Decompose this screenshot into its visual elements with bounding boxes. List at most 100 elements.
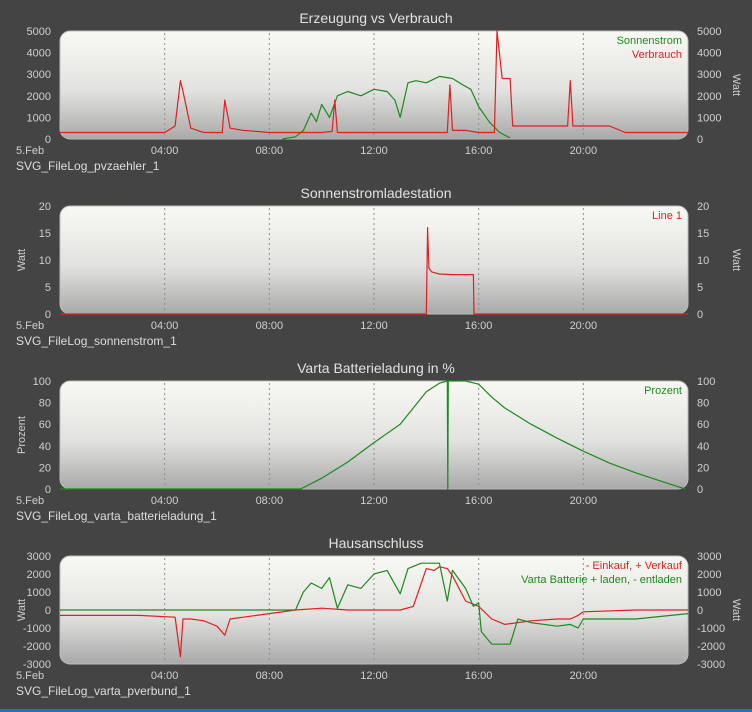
- y-tick-label-right: -1000: [697, 623, 725, 635]
- y-tick-label-left: -1000: [23, 623, 51, 635]
- y-tick-label-right: 2000: [697, 91, 721, 103]
- y-tick-label-left: 0: [45, 605, 51, 617]
- x-tick-label: 20:00: [570, 320, 598, 332]
- x-tick-label: 16:00: [465, 495, 493, 507]
- x-tick-label: 12:00: [360, 145, 388, 157]
- y-tick-label-right: 60: [697, 419, 709, 431]
- x-tick-label: 08:00: [256, 320, 284, 332]
- y-tick-label-right: 0: [697, 605, 703, 617]
- y-tick-label-right: 80: [697, 398, 709, 410]
- y-tick-label-right: 100: [697, 376, 715, 388]
- y-tick-label-left: 2000: [27, 569, 51, 581]
- x-tick-label: 08:00: [256, 145, 284, 157]
- y-tick-label-left: -3000: [23, 659, 51, 671]
- y-axis-label-right: Watt: [730, 249, 742, 271]
- y-tick-label-left: 0: [45, 134, 51, 146]
- chart-caption[interactable]: SVG_FileLog_sonnenstrom_1: [16, 334, 177, 348]
- date-label: 5.Feb: [16, 670, 44, 682]
- y-tick-label-right: 15: [697, 228, 709, 240]
- chart-panel-hausanschluss: Hausanschluss 04:00 08:00 12:00 16:00 20:00 5…: [0, 535, 752, 707]
- y-tick-label-right: 10: [697, 255, 709, 267]
- series-line: [60, 380, 686, 490]
- y-tick-label-right: 1000: [697, 112, 721, 124]
- y-tick-label-left: 0: [45, 484, 51, 496]
- y-tick-label-right: 5000: [697, 26, 721, 38]
- x-tick-label: 08:00: [256, 495, 284, 507]
- series-line: [282, 75, 511, 140]
- chart-panel-sonnenstromladestation: Sonnenstromladestation 04:00 08:00 12:00 16…: [0, 185, 752, 357]
- x-tick-label: 12:00: [360, 320, 388, 332]
- y-tick-label-right: 3000: [697, 551, 721, 563]
- x-tick-label: 20:00: [570, 145, 598, 157]
- chart-caption[interactable]: SVG_FileLog_varta_pverbund_1: [16, 684, 191, 698]
- legend-entry: Sonnenstrom: [617, 35, 682, 47]
- x-tick-label: 16:00: [465, 670, 493, 682]
- y-tick-label-left: 100: [33, 376, 51, 388]
- series-line: [60, 562, 689, 645]
- y-tick-label-right: 0: [697, 134, 703, 146]
- chart-caption[interactable]: SVG_FileLog_pvzaehler_1: [16, 159, 160, 173]
- y-tick-label-right: 5: [697, 282, 703, 294]
- y-tick-label-left: 80: [39, 398, 51, 410]
- x-tick-label: 04:00: [151, 145, 179, 157]
- y-tick-label-left: 10: [39, 255, 51, 267]
- series-line: [60, 226, 688, 315]
- legend-entry: - Einkauf, + Verkauf: [586, 560, 683, 572]
- date-label: 5.Feb: [16, 145, 44, 157]
- chart-title: Varta Batterieladung in %: [297, 360, 455, 376]
- y-tick-label-right: 4000: [697, 48, 721, 60]
- y-tick-label-left: -2000: [23, 641, 51, 653]
- y-tick-label-left: 2000: [27, 91, 51, 103]
- legend-entry: Prozent: [644, 385, 682, 397]
- bottom-accent-bar: [0, 709, 752, 712]
- chart-panel-batterieladung: Varta Batterieladung in % 04:00 08:00 12:0…: [0, 360, 752, 532]
- chart-caption[interactable]: SVG_FileLog_varta_batterieladung_1: [16, 509, 217, 523]
- chart-title: Hausanschluss: [328, 535, 424, 551]
- x-tick-label: 12:00: [360, 495, 388, 507]
- y-tick-label-right: 20: [697, 201, 709, 213]
- y-tick-label-left: 1000: [27, 587, 51, 599]
- y-tick-label-right: 3000: [697, 69, 721, 81]
- y-tick-label-left: 3000: [27, 551, 51, 563]
- chart-title: Erzeugung vs Verbrauch: [299, 10, 453, 26]
- y-axis-label-right: Watt: [730, 74, 742, 96]
- y-tick-label-right: 1000: [697, 587, 721, 599]
- series-line: [60, 566, 688, 658]
- x-tick-label: 20:00: [570, 670, 598, 682]
- y-axis-label-right: Watt: [730, 599, 742, 621]
- date-label: 5.Feb: [16, 495, 44, 507]
- y-tick-label-right: 2000: [697, 569, 721, 581]
- y-tick-label-right: 20: [697, 462, 709, 474]
- chart-panel-erzeugung: Erzeugung vs Verbrauch 04:00 08:00 12:00 16…: [0, 10, 752, 182]
- y-tick-label-left: 20: [39, 201, 51, 213]
- y-tick-label-right: 40: [697, 441, 709, 453]
- y-tick-label-left: 15: [39, 228, 51, 240]
- x-tick-label: 04:00: [151, 320, 179, 332]
- x-tick-label: 16:00: [465, 320, 493, 332]
- y-tick-label-left: 60: [39, 419, 51, 431]
- y-tick-label-left: 5: [45, 282, 51, 294]
- chart-title: Sonnenstromladestation: [300, 185, 452, 201]
- y-tick-label-left: 3000: [27, 69, 51, 81]
- legend-entry: Verbrauch: [632, 49, 682, 61]
- x-tick-label: 20:00: [570, 495, 598, 507]
- y-tick-label-left: 0: [45, 309, 51, 321]
- legend-entry: Line 1: [652, 210, 682, 222]
- y-tick-label-right: -3000: [697, 659, 725, 671]
- date-label: 5.Feb: [16, 320, 44, 332]
- x-tick-label: 08:00: [256, 670, 284, 682]
- chart-svg: 04:00 08:00 12:00 16:00 20:005.Feb-3000 -3000…: [16, 551, 742, 682]
- x-tick-label: 04:00: [151, 670, 179, 682]
- y-tick-label-left: 40: [39, 441, 51, 453]
- y-tick-label-right: -2000: [697, 641, 725, 653]
- legend-entry: Varta Batterie + laden, - entladen: [521, 574, 682, 586]
- y-tick-label-left: 5000: [27, 26, 51, 38]
- y-tick-label-left: 1000: [27, 112, 51, 124]
- y-tick-label-right: 0: [697, 309, 703, 321]
- y-tick-label-left: 4000: [27, 48, 51, 60]
- y-tick-label-left: 20: [39, 462, 51, 474]
- y-axis-label-left: Watt: [16, 599, 28, 621]
